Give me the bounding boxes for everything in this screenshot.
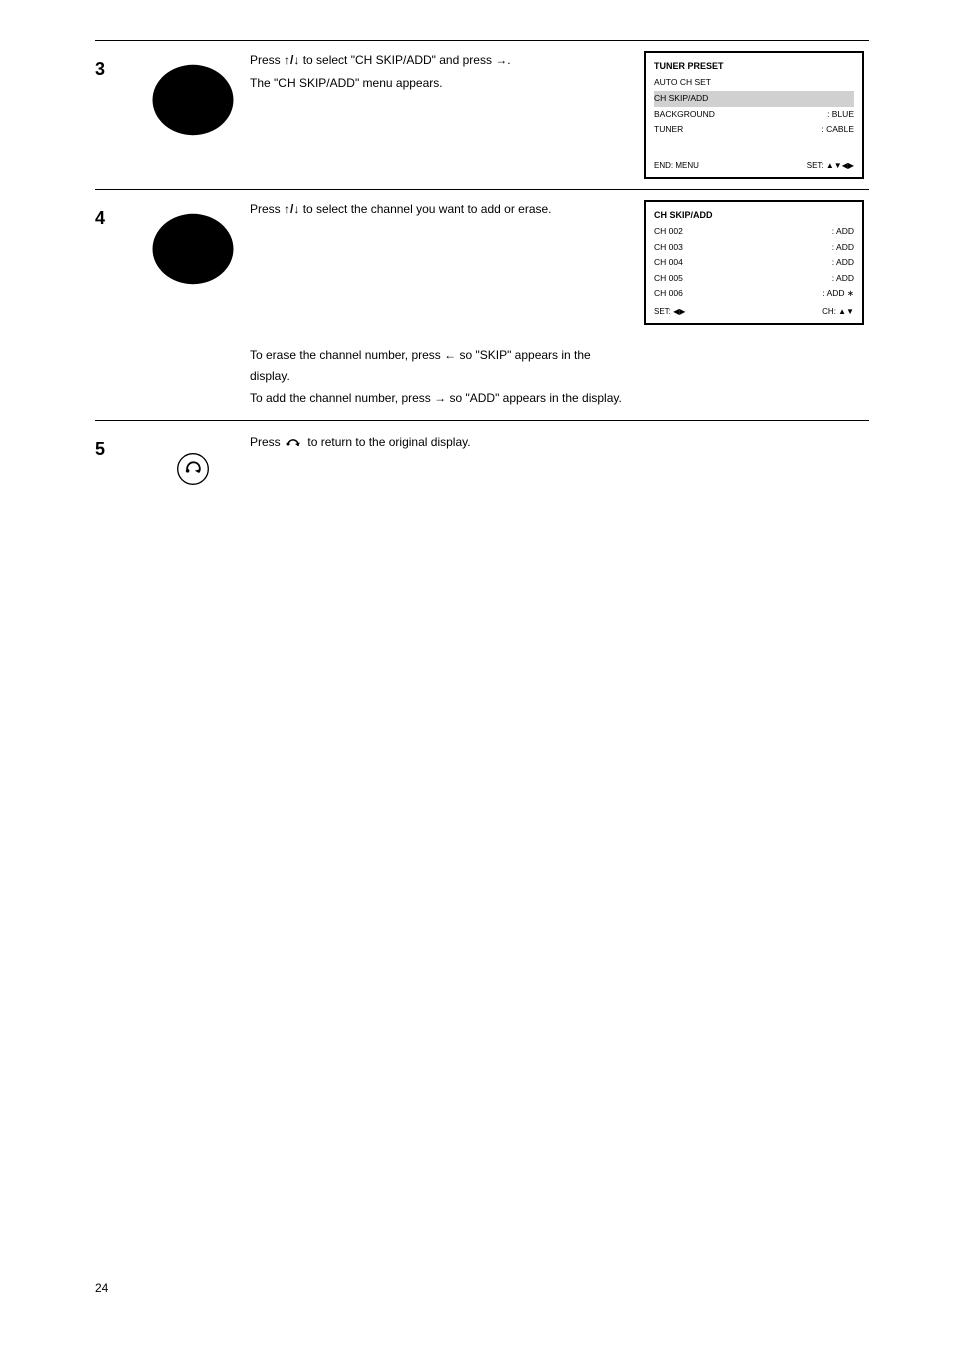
screen-col: CH SKIP/ADD CH 002 : ADD CH 003 : ADD CH 0… — [644, 200, 869, 325]
footer-left: SET: ◀▶ — [654, 306, 685, 319]
item-label: TUNER — [654, 123, 683, 137]
text-frag: to return to the original display. — [307, 435, 470, 449]
item-label: AUTO CH SET — [654, 76, 711, 90]
dpad-icon — [149, 205, 237, 293]
list-item: CH SKIP/ADD — [654, 91, 854, 107]
text-frag: to select the channel you want to add or… — [299, 202, 551, 216]
list-item: CH 003 : ADD — [654, 240, 854, 256]
step-4-p2: To add the channel number, press → so "A… — [250, 388, 629, 410]
text-frag: Press — [250, 435, 284, 449]
item-label: CH 003 — [654, 241, 683, 255]
return-icon — [284, 435, 304, 449]
page-number: 24 — [95, 1281, 108, 1295]
text-frag: Press — [250, 202, 284, 216]
text-frag: so "ADD" appears in the display. — [446, 391, 622, 405]
list-item: CH 002 : ADD — [654, 224, 854, 240]
screen-title: TUNER PRESET — [654, 59, 854, 73]
item-val: : ADD — [832, 256, 854, 270]
item-label: CH SKIP/ADD — [654, 92, 708, 106]
screen-title: CH SKIP/ADD — [654, 208, 854, 222]
list-item: BACKGROUND : BLUE — [654, 107, 854, 123]
text-frag: To erase the channel number, press — [250, 348, 444, 362]
left-arrow: ← — [444, 348, 456, 362]
step-5-text: Press to return to the original display. — [250, 431, 644, 487]
text-frag: to select "CH SKIP/ADD" and press — [299, 53, 495, 67]
screen-col: TUNER PRESET AUTO CH SET CH SKIP/ADD BAC… — [644, 51, 869, 179]
up-down-arrows: ↑/↓ — [284, 202, 299, 216]
item-val: : ADD — [832, 241, 854, 255]
item-val: : BLUE — [827, 108, 854, 122]
up-down-arrows: ↑/↓ — [284, 53, 299, 67]
item-val: : ADD ∗ — [822, 287, 854, 301]
step-number: 3 — [95, 51, 135, 179]
dpad-icon-col — [135, 51, 250, 179]
item-label: CH 002 — [654, 225, 683, 239]
return-icon-col — [135, 431, 250, 487]
item-label: CH 005 — [654, 272, 683, 286]
footer-right: SET: ▲▼◀▶ — [807, 160, 854, 173]
ch-skip-add-screen: CH SKIP/ADD CH 002 : ADD CH 003 : ADD CH 0… — [644, 200, 864, 325]
step-4-sub: To erase the channel number, press ← so … — [95, 345, 869, 410]
list-item: AUTO CH SET — [654, 75, 854, 91]
screen-list: AUTO CH SET CH SKIP/ADD BACKGROUND : BLUE… — [654, 75, 854, 137]
text-frag: . — [507, 53, 510, 67]
step-4-row: 4 Press ↑/↓ to select the channel you wa… — [95, 189, 869, 420]
item-val: : ADD — [832, 225, 854, 239]
right-arrow: → — [434, 391, 446, 405]
item-label: CH 006 — [654, 287, 683, 301]
tuner-preset-screen: TUNER PRESET AUTO CH SET CH SKIP/ADD BAC… — [644, 51, 864, 179]
list-item: TUNER : CABLE — [654, 122, 854, 138]
footer-right: CH: ▲▼ — [822, 306, 854, 319]
step-4-p1: To erase the channel number, press ← so … — [250, 345, 629, 388]
screen-footer: END: MENU SET: ▲▼◀▶ — [654, 160, 854, 173]
screen-footer: SET: ◀▶ CH: ▲▼ — [654, 306, 854, 319]
item-label: BACKGROUND — [654, 108, 715, 122]
text-frag: To add the channel number, press — [250, 391, 434, 405]
step-3-text: Press ↑/↓ to select "CH SKIP/ADD" and pr… — [250, 51, 644, 179]
list-item: CH 006 : ADD ∗ — [654, 286, 854, 302]
item-val: : ADD — [832, 272, 854, 286]
item-val: : CABLE — [821, 123, 854, 137]
screen-list: CH 002 : ADD CH 003 : ADD CH 004 : ADD CH 0… — [654, 224, 854, 302]
dpad-icon-col — [135, 200, 250, 325]
text-frag: Press — [250, 53, 284, 67]
step-number: 5 — [95, 431, 135, 487]
step-3-para: The "CH SKIP/ADD" menu appears. — [250, 74, 629, 93]
step-4-text: Press ↑/↓ to select the channel you want… — [250, 200, 644, 325]
footer-left: END: MENU — [654, 160, 699, 173]
dpad-icon — [149, 56, 237, 144]
step-3-row: 3 Press ↑/↓ to select "CH SKIP/ADD" and … — [95, 40, 869, 189]
right-arrow: → — [495, 53, 507, 67]
list-item: CH 005 : ADD — [654, 271, 854, 287]
return-button-icon — [175, 451, 211, 487]
step-number: 4 — [95, 200, 135, 325]
item-label: CH 004 — [654, 256, 683, 270]
step-5-row: 5 Press to return to the original displa… — [95, 420, 869, 497]
list-item: CH 004 : ADD — [654, 255, 854, 271]
